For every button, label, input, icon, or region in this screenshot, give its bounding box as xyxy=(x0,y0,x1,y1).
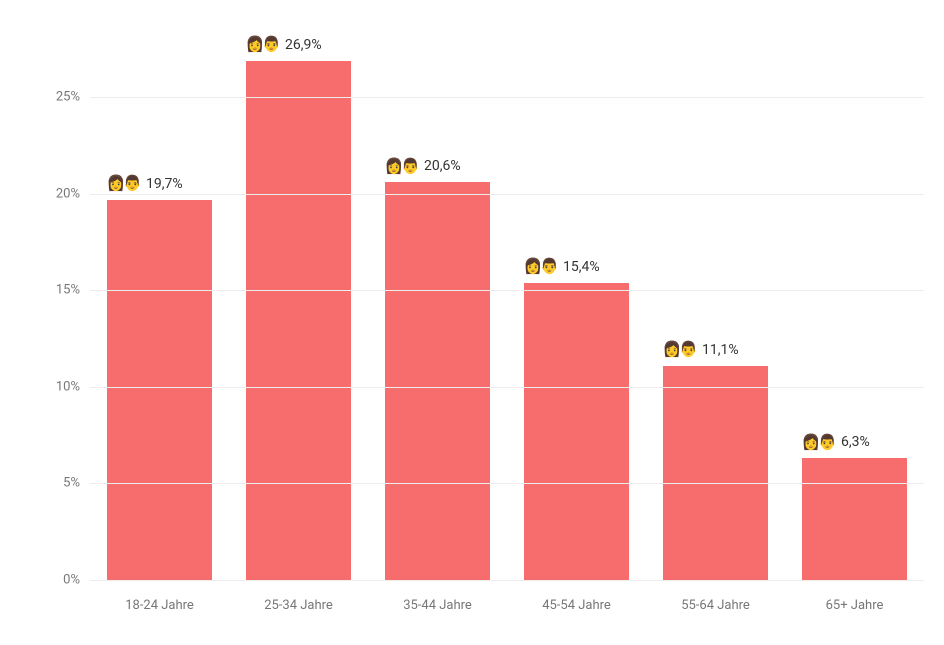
bar-value-text: 19,7% xyxy=(146,176,183,192)
x-axis: 18-24 Jahre25-34 Jahre35-44 Jahre45-54 J… xyxy=(90,580,924,613)
people-emoji-icon: 👩👨 xyxy=(246,37,279,52)
ytick-label: 5% xyxy=(30,476,80,491)
bar-value-text: 6,3% xyxy=(841,434,870,450)
ytick-label: 25% xyxy=(30,90,80,105)
bar: 👩👨19,7% xyxy=(107,200,213,580)
plot-area: 👩👨 19,7% 👩👨 26,9% 👩👨 20,6% 👩👨 15,4% 👩👨 11,1% 👩👨 6,3… xyxy=(90,20,924,580)
ytick-label: 20% xyxy=(30,186,80,201)
bar: 👩👨20,6% xyxy=(385,182,491,580)
bar-slot: 👩👨 26,9% xyxy=(229,20,368,580)
gridline xyxy=(90,97,924,98)
bar-value-label: 👩👨 19,7% xyxy=(107,176,183,192)
bar-value-label: 👩👨 6,3% xyxy=(802,434,870,450)
xtick-label: 35-44 Jahre xyxy=(368,580,507,613)
bar: 👩👨6,3% xyxy=(802,458,908,580)
bar-slot: 👩👨 6,3% xyxy=(785,20,924,580)
bar-value-text: 20,6% xyxy=(424,158,461,174)
xtick-label: 45-54 Jahre xyxy=(507,580,646,613)
bar-slot: 👩👨 11,1% xyxy=(646,20,785,580)
ytick-label: 15% xyxy=(30,283,80,298)
xtick-label: 55-64 Jahre xyxy=(646,580,785,613)
bar-value-text: 26,9% xyxy=(285,37,322,53)
people-emoji-icon: 👩👨 xyxy=(107,176,140,191)
people-emoji-icon: 👩👨 xyxy=(524,259,557,274)
xtick-label: 65+ Jahre xyxy=(785,580,924,613)
ytick-label: 10% xyxy=(30,379,80,394)
age-distribution-bar-chart: 👩👨 19,7% 👩👨 26,9% 👩👨 20,6% 👩👨 15,4% 👩👨 11,1% 👩👨 6,3… xyxy=(0,0,944,645)
bar-value-label: 👩👨 15,4% xyxy=(524,259,600,275)
people-emoji-icon: 👩👨 xyxy=(385,159,418,174)
bar-slot: 👩👨 15,4% xyxy=(507,20,646,580)
bar: 👩👨26,9% xyxy=(246,61,352,580)
bar-slot: 👩👨 19,7% xyxy=(90,20,229,580)
bar-value-label: 👩👨 20,6% xyxy=(385,158,461,174)
gridline xyxy=(90,387,924,388)
bars-container: 👩👨 19,7% 👩👨 26,9% 👩👨 20,6% 👩👨 15,4% 👩👨 11,1% 👩👨 6,3… xyxy=(90,20,924,580)
bar-slot: 👩👨 20,6% xyxy=(368,20,507,580)
people-emoji-icon: 👩👨 xyxy=(663,342,696,357)
people-emoji-icon: 👩👨 xyxy=(802,435,835,450)
bar-value-label: 👩👨 26,9% xyxy=(246,37,322,53)
xtick-label: 18-24 Jahre xyxy=(90,580,229,613)
bar-value-label: 👩👨 11,1% xyxy=(663,342,739,358)
gridline xyxy=(90,290,924,291)
bar-value-text: 11,1% xyxy=(702,342,739,358)
bar: 👩👨15,4% xyxy=(524,283,630,580)
xtick-label: 25-34 Jahre xyxy=(229,580,368,613)
gridline xyxy=(90,194,924,195)
bar-value-text: 15,4% xyxy=(563,259,600,275)
gridline xyxy=(90,483,924,484)
ytick-label: 0% xyxy=(30,573,80,588)
bar: 👩👨11,1% xyxy=(663,366,769,580)
